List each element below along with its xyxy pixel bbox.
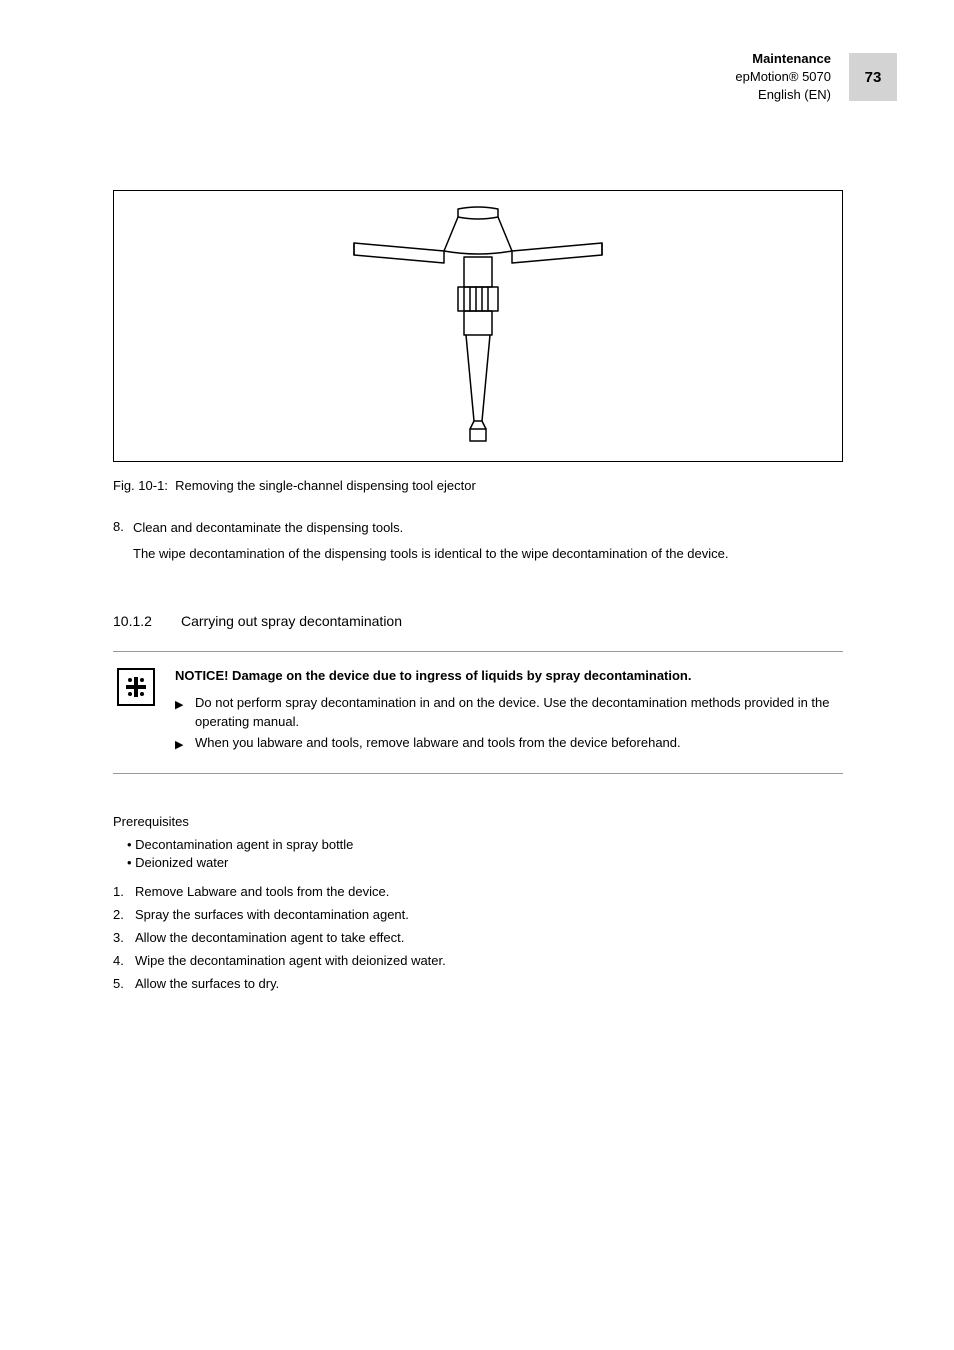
notice-icon: [117, 668, 155, 706]
step-8-num: 8.: [113, 519, 133, 571]
content: Fig. 10-1: Removing the single-channel d…: [113, 190, 843, 999]
figure-caption-text: Removing the single-channel dispensing t…: [175, 478, 476, 493]
page-number-box: 73: [849, 53, 897, 101]
step-text: Allow the surfaces to dry.: [135, 976, 279, 991]
step-text: Spray the surfaces with decontamination …: [135, 907, 409, 922]
step-row: 1. Remove Labware and tools from the dev…: [113, 884, 843, 899]
step-num: 1.: [113, 884, 135, 899]
step-row: 4. Wipe the decontamination agent with d…: [113, 953, 843, 968]
step-num: 3.: [113, 930, 135, 945]
notice-item: ▶ When you labware and tools, remove lab…: [175, 733, 843, 755]
step-8-body: Clean and decontaminate the dispensing t…: [133, 519, 843, 571]
header-title: Maintenance: [735, 50, 831, 68]
step-text: Wipe the decontamination agent with deio…: [135, 953, 446, 968]
notice-item-text: When you labware and tools, remove labwa…: [195, 733, 843, 755]
notice-block: NOTICE! Damage on the device due to ingr…: [113, 651, 843, 774]
step-text: Remove Labware and tools from the device…: [135, 884, 389, 899]
header-lang: English (EN): [735, 86, 831, 104]
notice-item-text: Do not perform spray decontamination in …: [195, 693, 843, 731]
notice-item: ▶ Do not perform spray decontamination i…: [175, 693, 843, 731]
step-row: 5. Allow the surfaces to dry.: [113, 976, 843, 991]
header-text: Maintenance epMotion® 5070 English (EN): [735, 50, 831, 104]
page-header: Maintenance epMotion® 5070 English (EN) …: [735, 50, 897, 104]
header-product: epMotion® 5070: [735, 68, 831, 86]
figure-caption-label: Fig. 10-1:: [113, 478, 168, 493]
prerequisites-list: Decontamination agent in spray bottle De…: [113, 837, 843, 870]
page: Maintenance epMotion® 5070 English (EN) …: [0, 0, 954, 1350]
section-title: Carrying out spray decontamination: [181, 613, 402, 629]
step-row: 2. Spray the surfaces with decontaminati…: [113, 907, 843, 922]
notice-list: ▶ Do not perform spray decontamination i…: [175, 693, 843, 755]
notice-icon-wrap: [113, 666, 175, 757]
prerequisite-item: Decontamination agent in spray bottle: [127, 837, 843, 852]
step-row: 3. Allow the decontamination agent to ta…: [113, 930, 843, 945]
prerequisites-heading: Prerequisites: [113, 814, 843, 829]
page-number: 73: [865, 69, 882, 86]
step-text: Allow the decontamination agent to take …: [135, 930, 404, 945]
arrow-icon: ▶: [175, 693, 195, 731]
notice-title: NOTICE! Damage on the device due to ingr…: [175, 666, 843, 685]
step-num: 4.: [113, 953, 135, 968]
prerequisite-item: Deionized water: [127, 855, 843, 870]
step-8: 8. Clean and decontaminate the dispensin…: [113, 519, 843, 571]
step-num: 2.: [113, 907, 135, 922]
figure-box: [113, 190, 843, 462]
numbered-steps: 1. Remove Labware and tools from the dev…: [113, 884, 843, 991]
section-number: 10.1.2: [113, 613, 181, 629]
arrow-icon: ▶: [175, 733, 195, 755]
section-heading: 10.1.2 Carrying out spray decontaminatio…: [113, 613, 843, 629]
step-8-line1: Clean and decontaminate the dispensing t…: [133, 519, 843, 537]
step-num: 5.: [113, 976, 135, 991]
notice-body: NOTICE! Damage on the device due to ingr…: [175, 666, 843, 757]
dispensing-tool-illustration: [318, 201, 638, 451]
step-8-line2: The wipe decontamination of the dispensi…: [133, 545, 843, 563]
figure-caption: Fig. 10-1: Removing the single-channel d…: [113, 478, 843, 493]
